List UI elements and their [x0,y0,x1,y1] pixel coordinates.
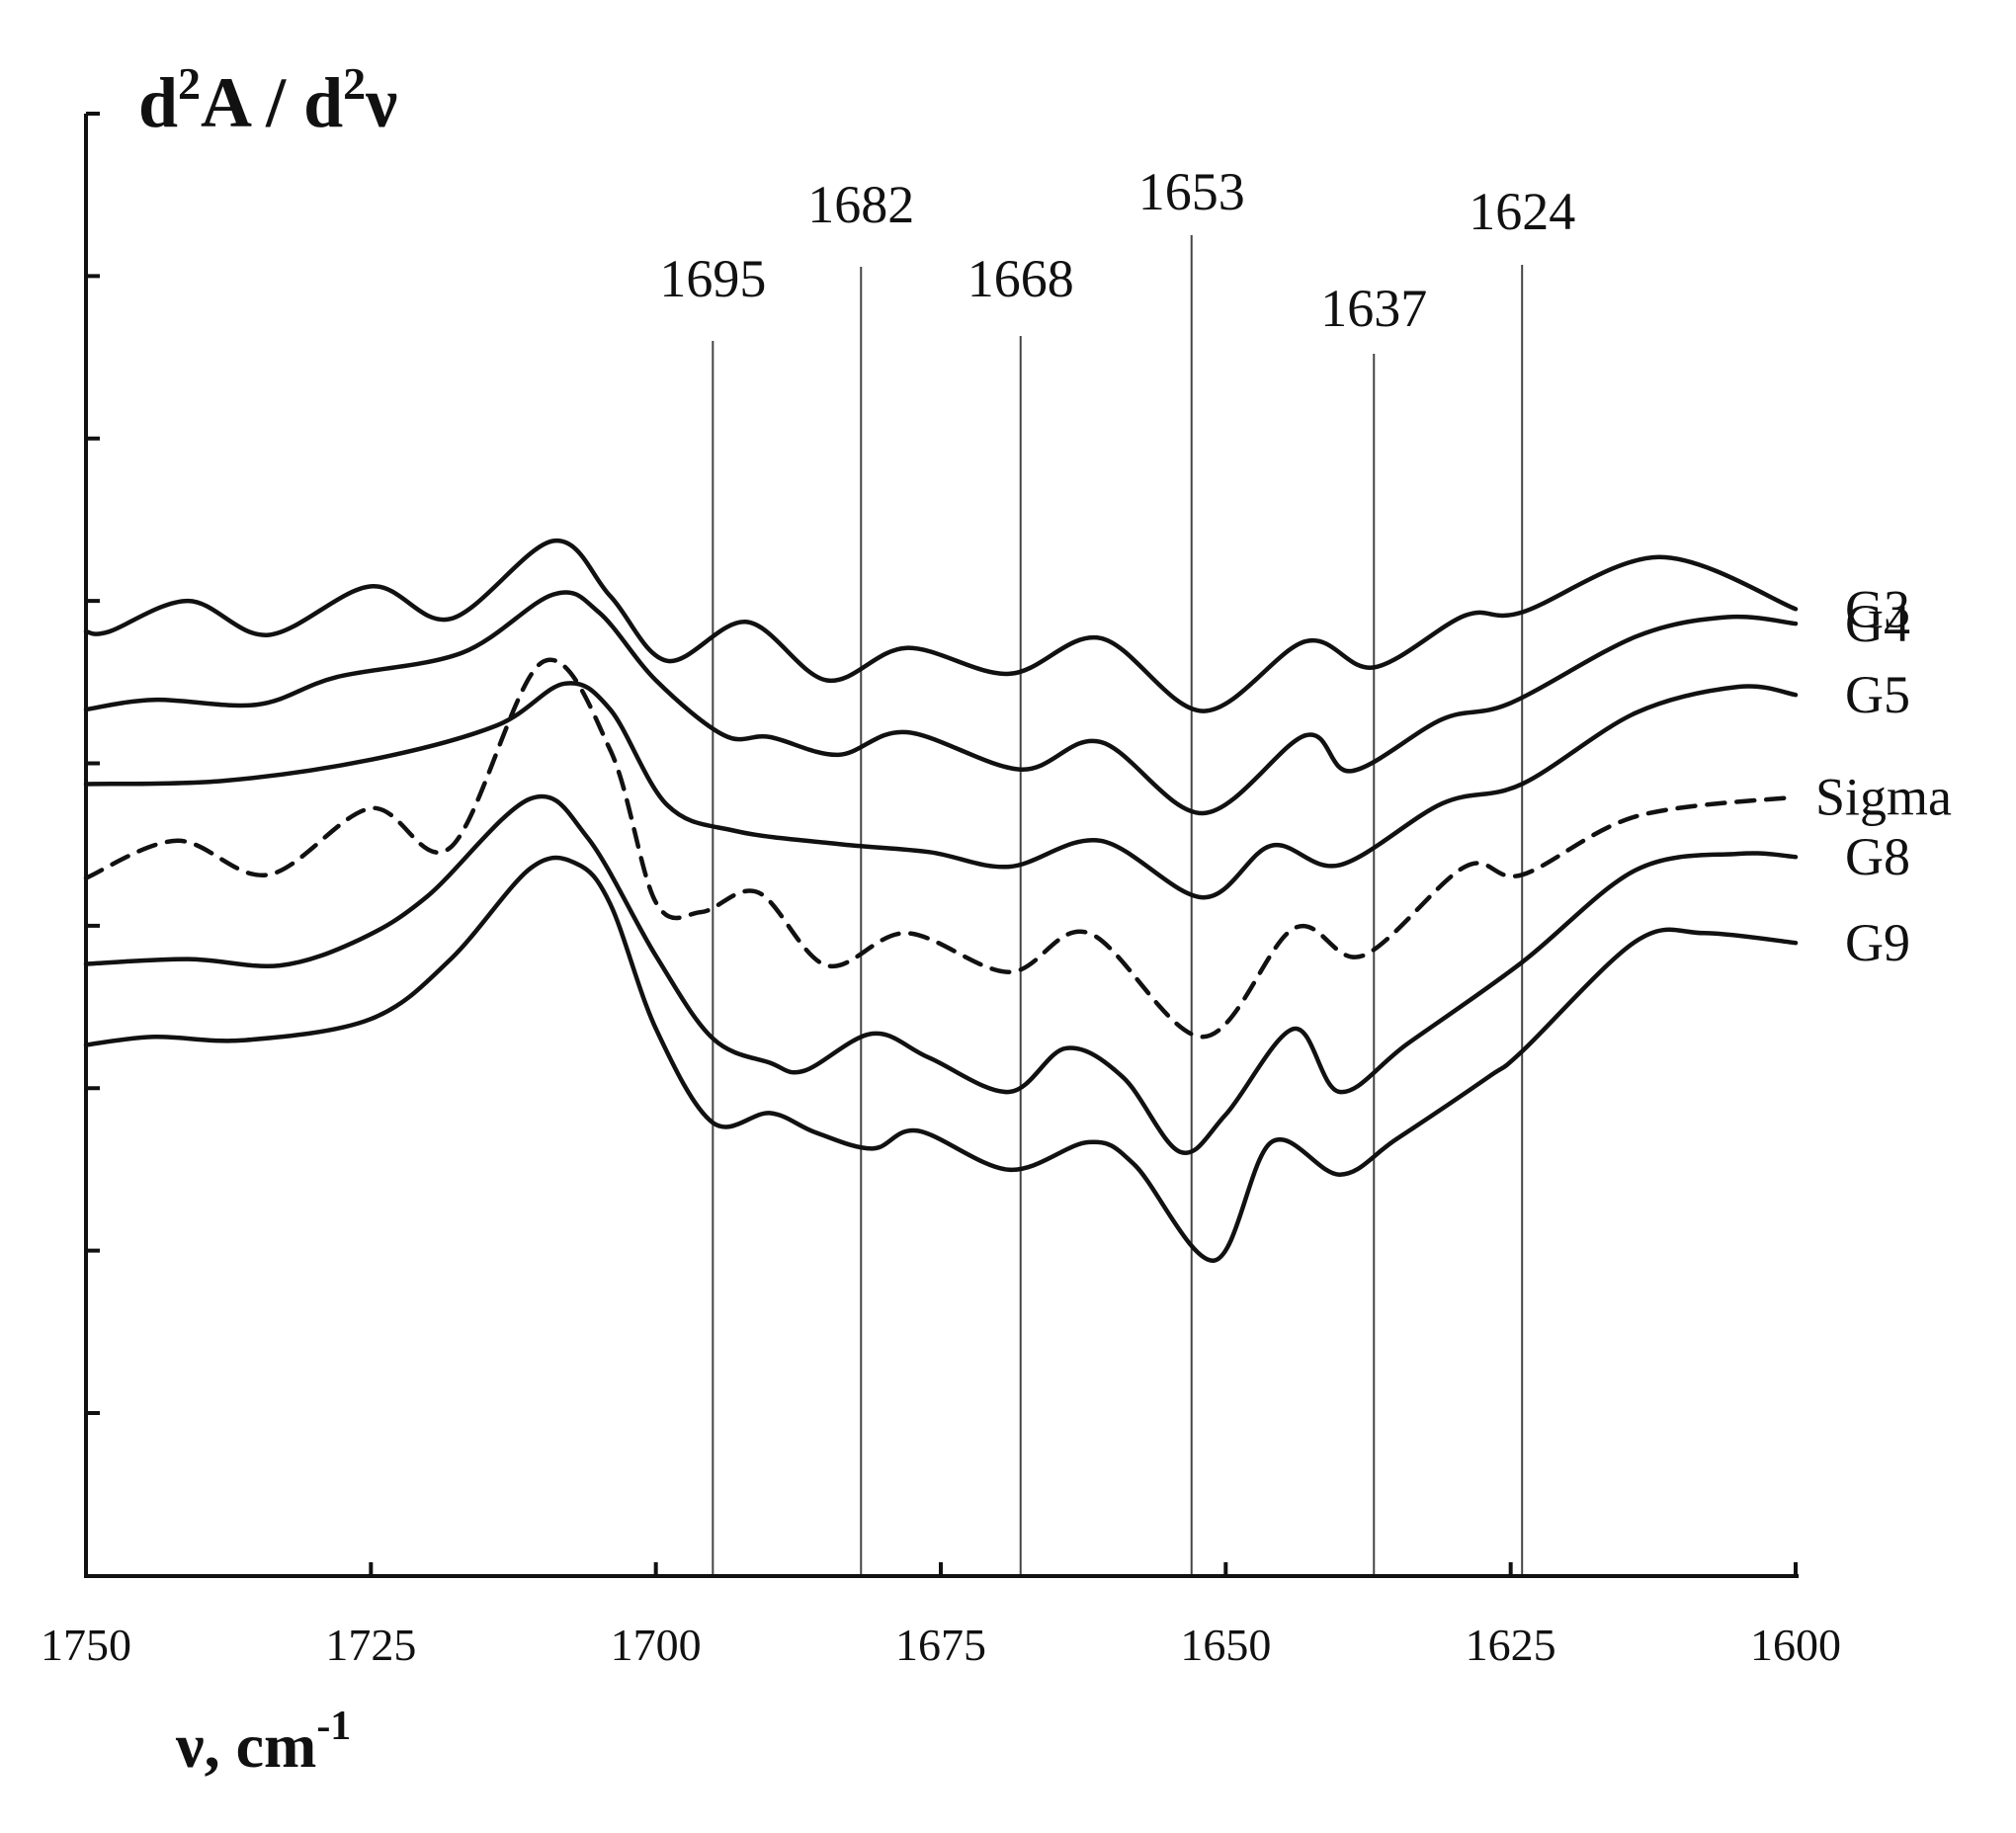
series-label-sigma: Sigma [1815,768,1952,827]
peak-marker-label: 1682 [807,175,914,234]
series-curve-g3 [83,539,1799,713]
x-tick-label: 1700 [611,1620,702,1670]
peak-marker-label: 1695 [659,249,766,308]
x-tick-label: 1750 [41,1620,131,1670]
x-tick-label: 1600 [1750,1620,1841,1670]
series-curve-sigma [83,657,1799,1040]
x-axis-label: ν, cm-1 [175,1704,351,1781]
peak-marker-label: 1624 [1469,182,1575,241]
axes [84,114,1799,1578]
peak-marker-label: 1653 [1138,162,1245,221]
x-ticks: 1750 1725 1700 1675 1650 1625 1600 [41,1562,1841,1670]
peak-marker-label: 1637 [1320,279,1427,338]
series-label-g3: G3 [1845,579,1910,638]
series-curve-g9 [83,855,1799,1263]
x-tick-label: 1725 [325,1620,416,1670]
series-label-g5: G5 [1845,665,1910,724]
y-axis-label: d2A / d2ν [138,58,397,142]
series-curve-g4 [83,590,1799,816]
series-label-g8: G8 [1845,827,1910,886]
peak-markers: 1695 1682 1668 1653 1637 1624 [659,162,1575,1576]
series-label-g4: G4 [1845,594,1910,653]
y-ticks [86,112,100,1415]
x-tick-label: 1650 [1180,1620,1271,1670]
curves [83,539,1799,1263]
series-curve-g5 [83,681,1799,900]
peak-marker-label: 1668 [967,249,1074,308]
series-label-g9: G9 [1845,913,1910,972]
x-tick-label: 1675 [895,1620,986,1670]
series-curve-g8 [83,793,1799,1155]
x-tick-label: 1625 [1466,1620,1556,1670]
